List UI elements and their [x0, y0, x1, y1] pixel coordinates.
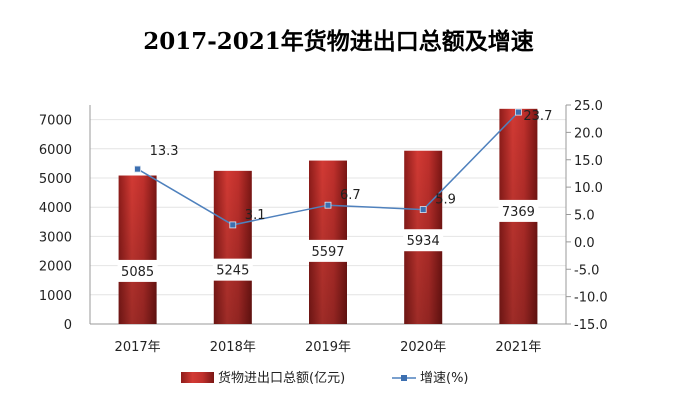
legend-bar-swatch	[181, 372, 214, 383]
legend-line-label: 增速(%)	[420, 371, 469, 386]
data-label-bg	[212, 258, 253, 281]
x-tick-label: 2019年	[305, 340, 351, 355]
line-data-label: 23.7	[523, 109, 552, 124]
left-tick-label: 4000	[39, 201, 72, 216]
right-tick-label: -5.0	[574, 263, 599, 278]
left-tick-label: 3000	[39, 230, 72, 245]
right-tick-label: 5.0	[574, 209, 595, 224]
x-tick-label: 2018年	[210, 340, 256, 355]
line-data-label: 3.1	[245, 208, 266, 223]
growth-marker	[419, 206, 427, 213]
x-tick-label: 2017年	[115, 340, 161, 355]
left-tick-label: 7000	[39, 114, 72, 129]
left-tick-label: 0	[64, 318, 72, 333]
data-label-bg	[117, 259, 158, 282]
bar-data-label: 5934	[407, 234, 440, 249]
right-tick-label: 15.0	[574, 154, 603, 169]
right-tick-label: -10.0	[574, 291, 608, 306]
growth-marker	[324, 201, 332, 209]
right-tick-label: 25.0	[574, 99, 603, 114]
growth-marker	[229, 221, 237, 229]
growth-marker	[515, 108, 522, 116]
left-tick-label: 1000	[39, 289, 72, 304]
line-data-label: 5.9	[435, 193, 456, 208]
data-label-bg	[403, 229, 444, 252]
data-label-bg	[308, 239, 348, 262]
left-tick-label: 6000	[39, 143, 72, 158]
data-label-bg	[498, 199, 539, 222]
legend-bar-label: 货物进出口总额(亿元)	[218, 370, 345, 386]
growth-marker	[134, 165, 142, 173]
left-tick-label: 2000	[39, 260, 72, 275]
line-data-label: 13.3	[150, 144, 179, 159]
right-tick-label: 10.0	[574, 181, 603, 196]
bar-shade	[118, 175, 157, 324]
bar-data-label: 5085	[121, 265, 154, 280]
x-tick-label: 2021年	[495, 340, 541, 355]
right-tick-label: 20.0	[574, 126, 603, 141]
chart-title: 2017-2021年货物进出口总额及增速	[143, 28, 534, 55]
x-tick-label: 2020年	[400, 340, 446, 355]
line-data-label: 6.7	[340, 188, 361, 203]
right-tick-label: 0.0	[574, 236, 595, 251]
left-tick-label: 5000	[39, 172, 72, 187]
bar-data-label: 7369	[502, 205, 535, 220]
bar-shade	[213, 170, 252, 324]
legend-line-marker	[401, 375, 407, 381]
bar-data-label: 5597	[311, 245, 344, 260]
right-tick-label: -15.0	[574, 318, 608, 333]
bar-data-label: 5245	[216, 264, 249, 279]
